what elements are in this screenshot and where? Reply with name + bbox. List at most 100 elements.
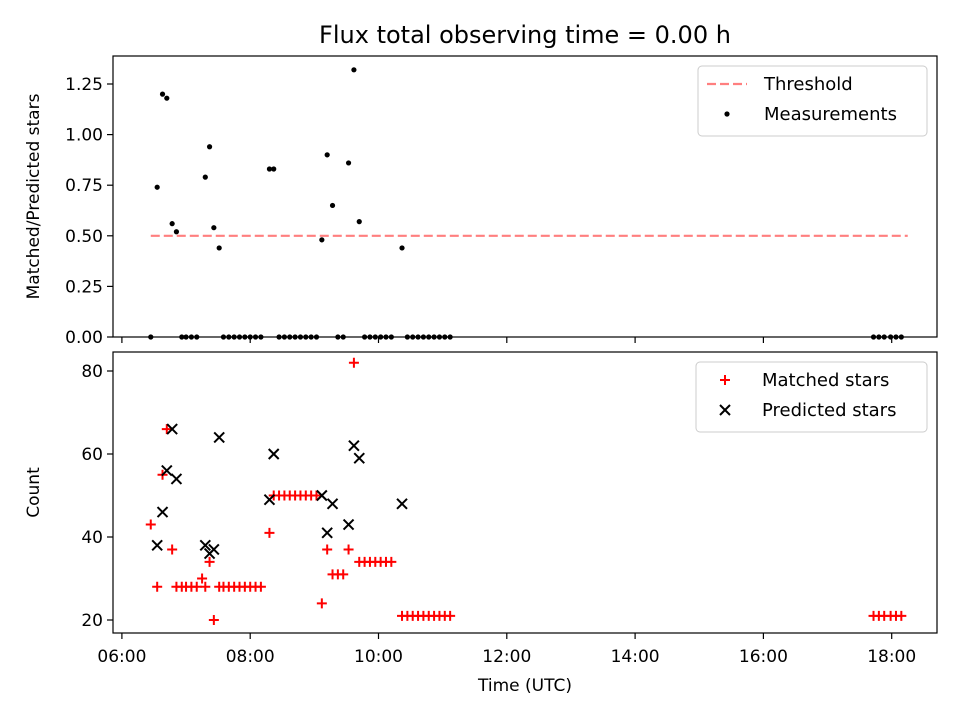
predicted-point xyxy=(166,423,178,435)
matched-point xyxy=(161,424,172,435)
measurement-point xyxy=(220,334,227,340)
measurement-point xyxy=(159,91,166,97)
x-tick-label: 12:00 xyxy=(482,647,531,667)
measurement-point xyxy=(188,334,194,340)
measurement-point xyxy=(247,334,253,340)
measurement-point xyxy=(420,334,427,340)
measurement-point xyxy=(252,334,259,340)
measurement-point xyxy=(281,334,288,340)
matched-point xyxy=(264,527,275,538)
measurement-point xyxy=(211,225,217,231)
measurement-point xyxy=(148,334,154,340)
predicted-point xyxy=(156,506,169,518)
measurement-point xyxy=(870,334,877,340)
measurement-point xyxy=(372,334,378,340)
measurement-point xyxy=(271,166,277,172)
predicted-point xyxy=(342,518,355,531)
y-tick-label: 1.00 xyxy=(65,126,103,146)
measurement-point xyxy=(206,144,213,150)
matched-point xyxy=(152,581,163,592)
matched-point xyxy=(200,581,211,592)
top-panel: 0.00 0.25 0.50 0.75 1.00 1.25 Matched/Predicte… xyxy=(24,55,938,348)
y-tick-label: 0.75 xyxy=(65,176,103,196)
y-tick-label: 0.50 xyxy=(65,227,103,247)
measurement-point xyxy=(183,334,189,340)
measurement-point xyxy=(378,334,384,340)
measurement-point xyxy=(367,334,373,340)
measurement-point xyxy=(297,334,304,340)
measurement-point xyxy=(415,334,421,340)
matched-point xyxy=(338,569,349,580)
measurement-point xyxy=(893,334,899,340)
legend-label: Matched stars xyxy=(762,370,889,391)
y-tick-label: 40 xyxy=(81,528,103,548)
matched-point xyxy=(316,598,327,609)
measurement-point xyxy=(308,334,314,340)
measurement-point xyxy=(335,334,341,340)
measurement-point xyxy=(888,334,894,340)
measurement-point xyxy=(313,334,320,340)
y-tick-label: 1.25 xyxy=(65,75,103,95)
y-tick-label: 0.25 xyxy=(65,277,103,297)
x-tick-label: 16:00 xyxy=(739,647,788,667)
matched-point xyxy=(896,610,907,621)
measurement-point xyxy=(236,334,243,340)
predicted-point xyxy=(263,493,276,506)
matched-point xyxy=(208,615,219,625)
x-tick-label: 18:00 xyxy=(867,647,916,667)
measurement-point xyxy=(164,95,170,101)
measurement-point xyxy=(356,219,362,225)
measurement-point xyxy=(173,229,180,235)
measurement-point xyxy=(179,334,185,340)
matched-point xyxy=(204,556,215,567)
predicted-point xyxy=(213,431,225,444)
measurement-point xyxy=(242,334,248,340)
predicted-point xyxy=(348,439,360,452)
legend-marker xyxy=(719,404,731,416)
legend-label: Predicted stars xyxy=(762,400,896,421)
axes-frame xyxy=(112,55,938,338)
measurement-point xyxy=(410,334,416,340)
predicted-point xyxy=(326,498,339,510)
legend-box xyxy=(697,65,928,137)
measurement-point xyxy=(258,334,264,340)
matched-point xyxy=(197,573,208,584)
legend-marker xyxy=(720,375,730,385)
measurement-point xyxy=(447,334,453,340)
legend-label: Measurements xyxy=(764,104,897,125)
legend: Matched stars Predicted stars xyxy=(695,361,928,433)
matched-point xyxy=(343,544,354,555)
series-predicted-stars xyxy=(151,423,408,560)
measurement-point xyxy=(169,221,175,227)
measurement-point xyxy=(431,334,437,340)
matched-point xyxy=(348,357,359,368)
y-axis-label: Matched/Predicted stars xyxy=(24,93,44,299)
measurement-point xyxy=(276,334,282,340)
measurement-point xyxy=(226,334,232,340)
x-tick-label: 06:00 xyxy=(97,647,146,667)
measurement-point xyxy=(303,334,309,340)
x-tick-label: 10:00 xyxy=(354,647,403,667)
measurement-point xyxy=(876,334,882,340)
measurement-point xyxy=(898,334,904,340)
measurement-point xyxy=(266,166,273,172)
x-axis-label: Time (UTC) xyxy=(477,676,572,696)
legend-marker xyxy=(724,111,730,117)
measurement-point xyxy=(383,334,389,340)
measurement-point xyxy=(194,334,200,340)
y-tick-label: 0.00 xyxy=(65,328,103,348)
predicted-point xyxy=(151,539,163,552)
measurement-point xyxy=(202,174,208,180)
predicted-point xyxy=(208,543,220,556)
y-tick-label: 20 xyxy=(81,611,103,631)
predicted-point xyxy=(353,452,365,464)
x-tick-label: 08:00 xyxy=(226,647,275,667)
measurement-point xyxy=(436,334,443,340)
measurement-point xyxy=(216,245,222,251)
measurement-point xyxy=(292,334,298,340)
matched-point xyxy=(445,610,456,621)
y-tick-label: 80 xyxy=(81,362,103,382)
measurement-point xyxy=(154,184,160,190)
chart-title: Flux total observing time = 0.00 h xyxy=(319,21,731,49)
